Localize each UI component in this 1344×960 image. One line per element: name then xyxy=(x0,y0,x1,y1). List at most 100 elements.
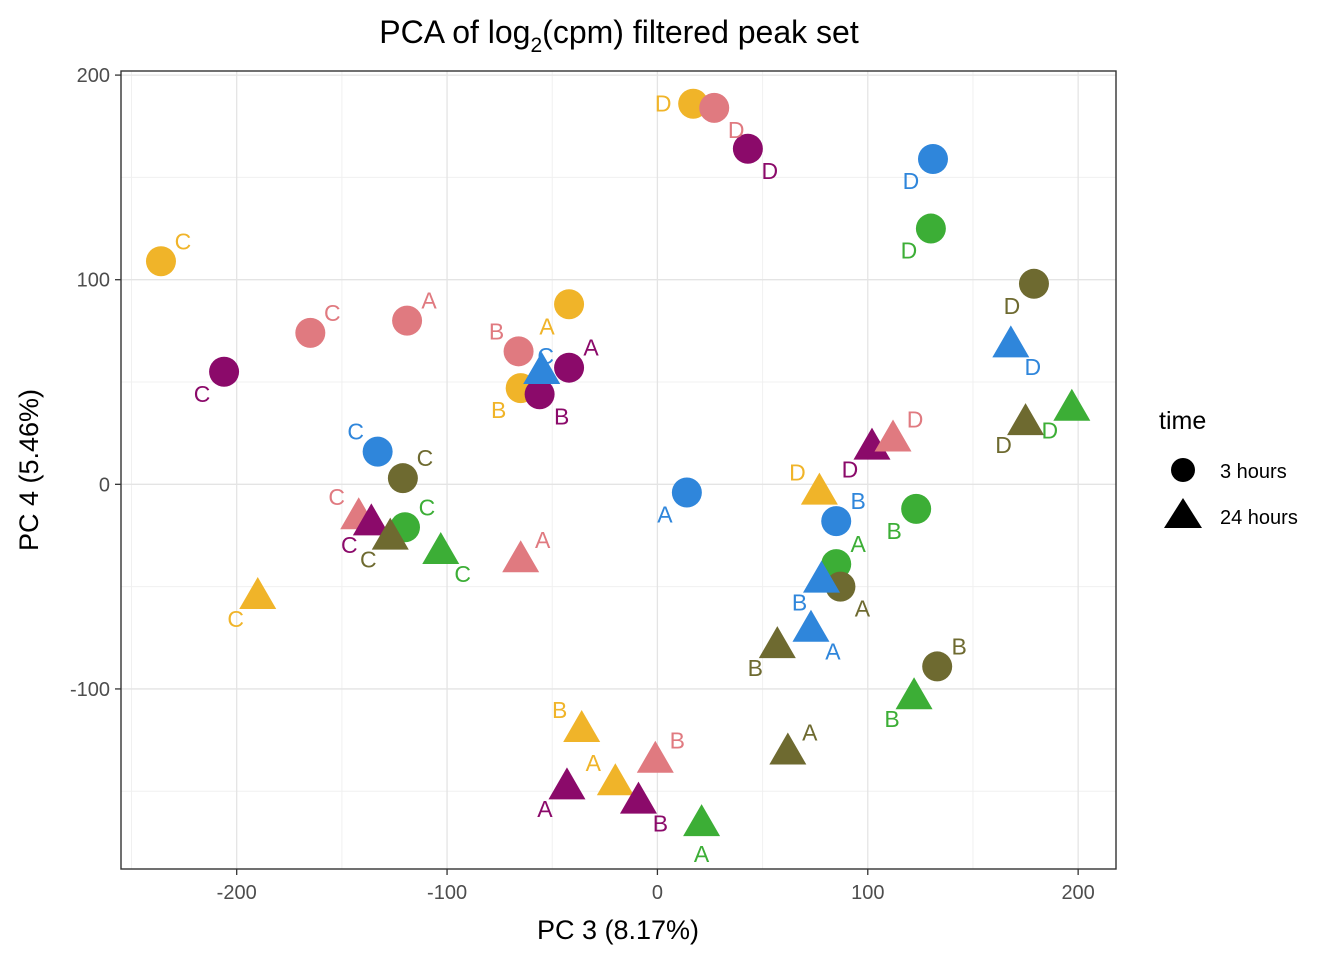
y-tick-label: 200 xyxy=(77,65,110,87)
data-point-label: A xyxy=(694,841,710,867)
data-point-24-hours xyxy=(992,325,1030,358)
data-point-3-hours xyxy=(922,651,953,682)
data-point-label: A xyxy=(586,750,602,776)
x-tick-label: -100 xyxy=(427,882,467,904)
data-point-label: B xyxy=(952,633,967,659)
y-tick-label: 0 xyxy=(99,474,110,496)
data-point-24-hours xyxy=(563,710,601,743)
data-point-24-hours xyxy=(352,503,390,536)
legend-circle-icon xyxy=(1171,458,1195,482)
data-point-label: D xyxy=(1042,418,1059,444)
data-point-3-hours xyxy=(362,436,393,467)
plot-border xyxy=(120,70,1117,870)
data-point-24-hours xyxy=(636,740,674,773)
data-point-24-hours xyxy=(800,472,838,505)
y-axis-ticks: -100 0 100 200 xyxy=(70,65,121,701)
data-point-label: C xyxy=(454,561,471,587)
data-point-3-hours xyxy=(901,493,932,524)
data-point-label: B xyxy=(653,810,668,836)
data-point-3-hours xyxy=(554,289,585,320)
data-point-label: C xyxy=(347,419,364,445)
data-point-24-hours xyxy=(548,767,586,800)
data-point-3-hours xyxy=(209,356,240,387)
data-point-24-hours xyxy=(1053,388,1091,421)
data-point-label: C xyxy=(328,484,345,510)
data-point-label: A xyxy=(855,596,871,622)
data-point-3-hours xyxy=(387,463,418,494)
x-tick-label: 100 xyxy=(851,882,884,904)
data-point-24-hours xyxy=(769,732,807,765)
data-point-label: C xyxy=(419,494,436,520)
data-point-label: B xyxy=(489,318,504,344)
data-point-label: A xyxy=(535,527,551,553)
data-point-24-hours xyxy=(523,351,561,384)
data-point-label: B xyxy=(491,397,506,423)
y-tick-label: 100 xyxy=(77,270,110,292)
data-point-label: D xyxy=(1004,293,1021,319)
x-axis-title: PC 3 (8.17%) xyxy=(537,915,699,945)
data-point-label: C xyxy=(194,381,211,407)
data-point-label: A xyxy=(583,335,599,361)
data-point-24-hours xyxy=(239,577,277,610)
data-point-label: B xyxy=(851,488,866,514)
data-point-label: B xyxy=(792,589,807,615)
data-point-label: A xyxy=(539,313,555,339)
data-point-label: C xyxy=(341,532,358,558)
x-tick-label: -200 xyxy=(217,882,257,904)
data-point-label: B xyxy=(554,403,569,429)
data-point-3-hours xyxy=(1018,268,1049,299)
data-point-label: D xyxy=(762,158,779,184)
legend-triangle-icon xyxy=(1164,498,1202,528)
data-point-24-hours xyxy=(1007,403,1045,436)
data-point-3-hours xyxy=(145,246,176,277)
data-point-3-hours xyxy=(524,379,555,410)
data-point-label: D xyxy=(901,238,918,264)
data-point-24-hours xyxy=(371,517,409,550)
data-point-label: B xyxy=(748,655,763,681)
data-point-24-hours xyxy=(619,781,657,814)
data-point-24-hours xyxy=(802,560,840,593)
data-point-label: D xyxy=(842,456,859,482)
data-point-label: C xyxy=(324,300,341,326)
data-point-label: B xyxy=(884,706,899,732)
data-point-label: C xyxy=(227,606,244,632)
legend: time 3 hours 24 hours xyxy=(1159,407,1298,529)
plot-panel xyxy=(121,71,1116,869)
data-point-3-hours xyxy=(699,92,730,123)
data-point-label: D xyxy=(1025,354,1042,380)
data-point-label: D xyxy=(789,460,806,486)
data-point-label: D xyxy=(995,432,1012,458)
y-axis-title: PC 4 (5.46%) xyxy=(14,389,44,551)
data-point-3-hours xyxy=(503,336,534,367)
x-axis-ticks: -200 -100 0 100 200 xyxy=(217,869,1095,904)
grid-lines xyxy=(121,71,1116,869)
data-point-3-hours xyxy=(295,317,326,348)
data-point-3-hours xyxy=(821,549,852,580)
data-point-24-hours xyxy=(874,419,912,452)
data-point-label: A xyxy=(851,531,867,557)
data-point-3-hours xyxy=(392,305,423,336)
data-point-label: B xyxy=(552,697,567,723)
data-point-label: D xyxy=(907,406,924,432)
data-point-label: C xyxy=(175,228,192,254)
x-tick-label: 200 xyxy=(1061,882,1094,904)
data-point-3-hours xyxy=(732,133,763,164)
legend-title: time xyxy=(1159,407,1206,435)
data-point-3-hours xyxy=(917,143,948,174)
x-tick-label: 0 xyxy=(652,882,663,904)
data-point-3-hours xyxy=(915,213,946,244)
data-point-24-hours xyxy=(422,532,460,565)
data-point-label: D xyxy=(655,91,672,117)
data-point-24-hours xyxy=(683,804,721,837)
data-point-label: A xyxy=(657,502,673,528)
data-point-label: B xyxy=(670,728,685,754)
data-point-label: A xyxy=(802,719,818,745)
y-tick-label: -100 xyxy=(70,679,110,701)
data-point-label: B xyxy=(886,518,901,544)
data-point-3-hours xyxy=(671,477,702,508)
data-point-label: A xyxy=(825,639,841,665)
data-point-label: D xyxy=(728,117,745,143)
data-point-label: D xyxy=(903,168,920,194)
